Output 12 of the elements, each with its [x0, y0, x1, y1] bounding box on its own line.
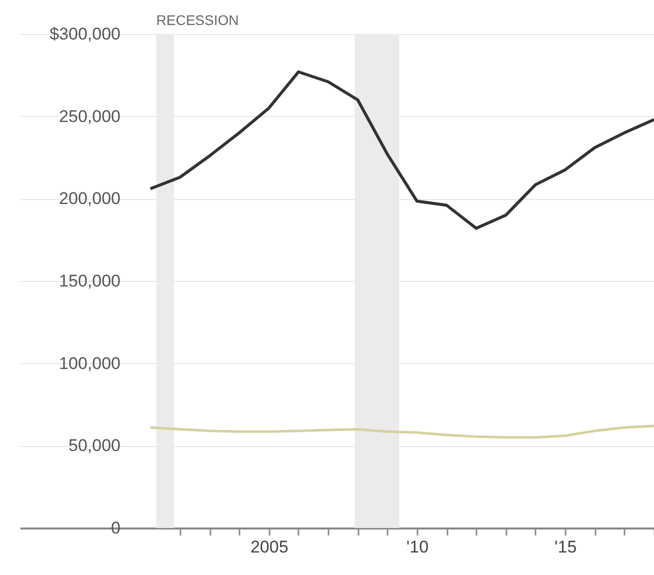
x-tick-label: '10: [406, 538, 429, 556]
line-series: [148, 70, 654, 230]
y-tick-label: 250,000: [59, 106, 120, 126]
y-tick-label: 50,000: [68, 436, 120, 456]
y-tick-label: 150,000: [59, 272, 120, 290]
y-tick-label: $300,000: [50, 24, 120, 44]
x-tick-label: 2005: [250, 538, 288, 556]
y-tick-label: 200,000: [59, 189, 120, 208]
band-label: RECESSION: [156, 12, 239, 28]
line-series: [149, 424, 654, 439]
x-tick-label: '15: [554, 538, 577, 556]
y-tick-label: 100,000: [59, 354, 120, 373]
